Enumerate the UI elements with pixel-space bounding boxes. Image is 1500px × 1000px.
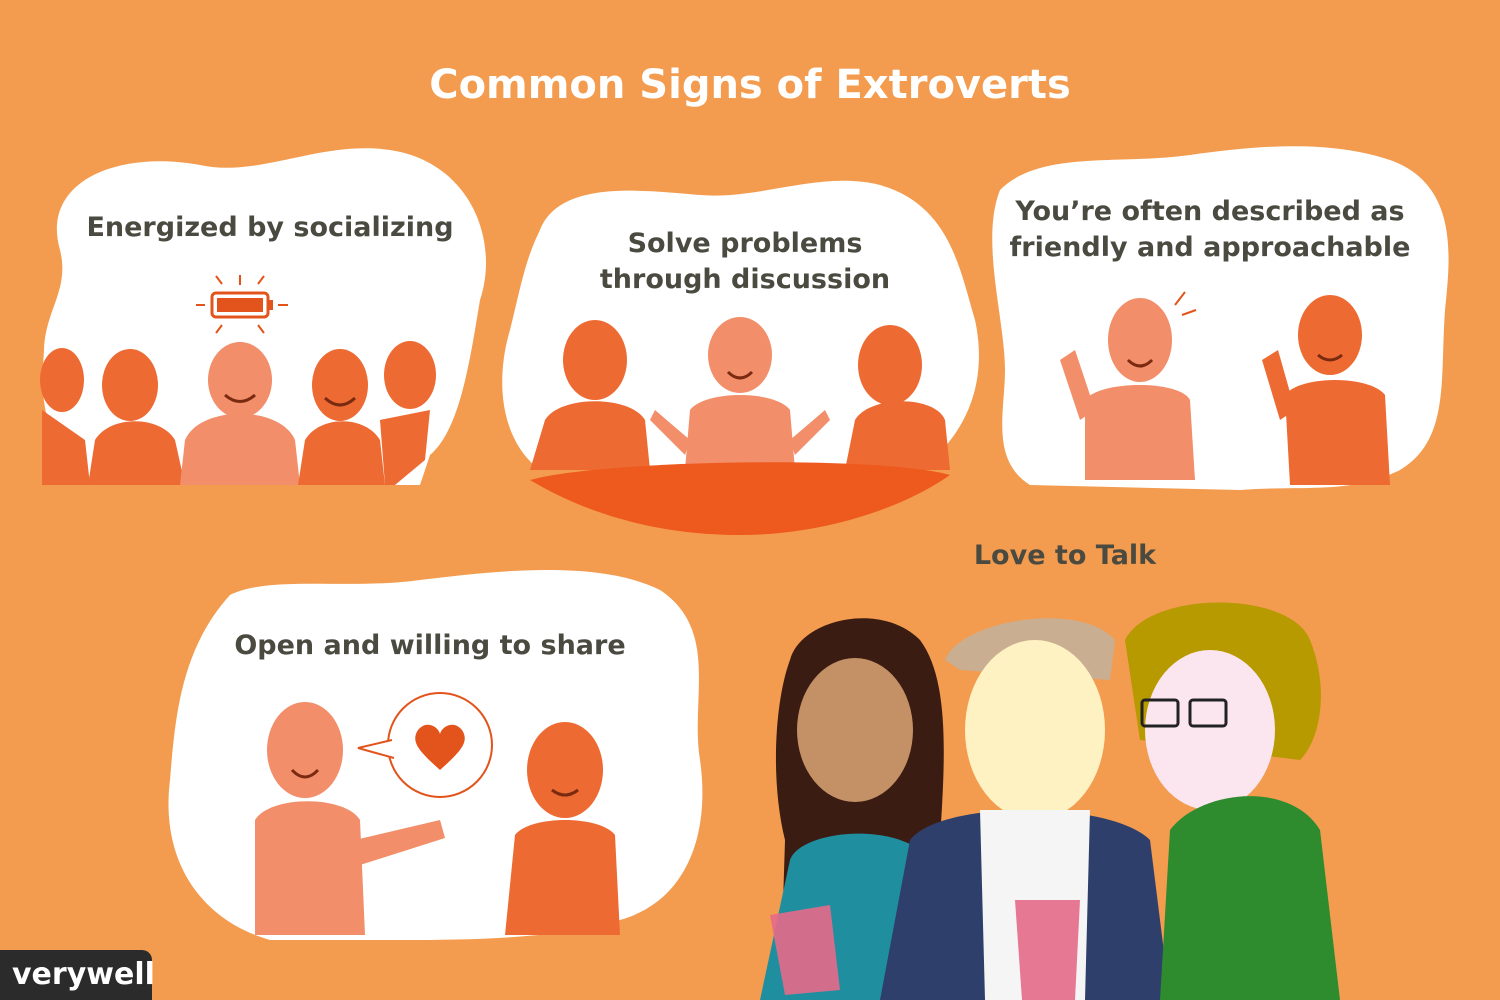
panel-2-caption-line-1: Solve problems: [627, 228, 863, 259]
panel-3-figures: [1060, 291, 1390, 485]
table: [530, 462, 950, 535]
panel-2-figures: [530, 317, 950, 535]
panel-2-caption: Solve problems through discussion: [545, 226, 945, 298]
people-illustration: [760, 602, 1340, 1000]
panel-3-caption-line-2: friendly and approachable: [1009, 232, 1411, 263]
battery-icon: [196, 275, 288, 334]
speech-heart-icon: [357, 692, 493, 798]
page-title: Common Signs of Extroverts: [429, 62, 1071, 108]
panel-1-figures: [40, 341, 436, 485]
panel-2-caption-line-2: through discussion: [599, 264, 891, 295]
panel-3-caption-line-1: You’re often described as: [1015, 196, 1405, 227]
panel-5-caption: Love to Talk: [973, 540, 1157, 571]
brand-logo: verywell: [0, 950, 155, 1000]
panel-4-figures: [255, 702, 620, 935]
panel-1-caption: Energized by socializing: [86, 212, 454, 243]
panel-3-caption: You’re often described as friendly and a…: [1000, 194, 1420, 266]
panel-4-caption: Open and willing to share: [234, 630, 626, 661]
